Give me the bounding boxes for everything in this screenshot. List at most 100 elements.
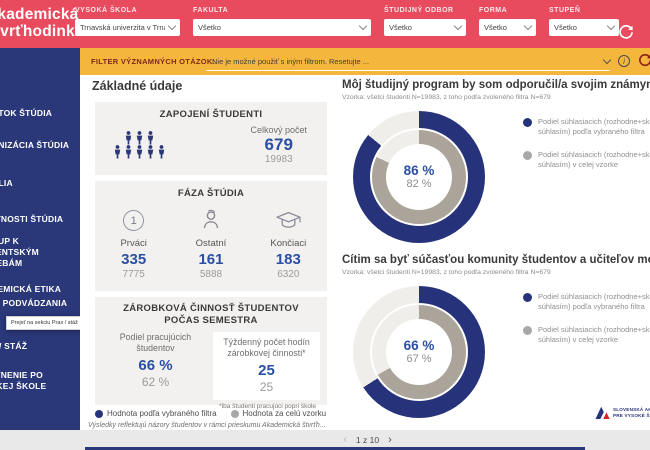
sidebar-item-ucitelia[interactable]: UČITELIA bbox=[0, 178, 13, 188]
sidebar-item-prax[interactable]: PRAX / STÁŽ bbox=[0, 341, 28, 351]
weekly-hours-filtered: 25 bbox=[258, 362, 275, 379]
graduation-cap-icon bbox=[276, 211, 301, 228]
filtered-count-value: 679 bbox=[264, 135, 293, 154]
question-filter-select[interactable]: Nie je možné použiť s iným filtrom. Rese… bbox=[206, 53, 612, 71]
working-share-block: Podiel pracujúcich študentov 66 % 62 % bbox=[100, 332, 211, 410]
question-filter-label: FILTER VÝZNAMNÝCH OTÁZOK: bbox=[91, 57, 216, 66]
legend-dot-filtered bbox=[95, 409, 103, 418]
info-icon[interactable]: i bbox=[618, 55, 630, 67]
person-icon bbox=[203, 209, 219, 229]
chevron-down-icon bbox=[453, 21, 463, 31]
donut-chart-community[interactable]: 66 % 67 % bbox=[353, 286, 485, 418]
section-title: Základné údaje bbox=[92, 79, 183, 93]
form-select[interactable]: Všetko bbox=[479, 19, 536, 36]
saavs-logo: SLOVENSKÁ AKREDITAČNÁ AGENTÚRA PRE VYSOK… bbox=[595, 406, 650, 419]
chevron-down-icon bbox=[523, 21, 533, 31]
filter-label: STUPEŇ bbox=[549, 7, 581, 14]
next-page-button[interactable]: › bbox=[388, 433, 392, 446]
chart1-title: Môj študijný program by som odporučil/a … bbox=[342, 79, 650, 91]
sidebar-item-uplatnenie[interactable]: UPLATNENIE PO VYSOKEJ ŠKOLE bbox=[0, 370, 47, 391]
undo-icon bbox=[619, 24, 633, 39]
report-canvas: Základné údaje ZAPOJENÍ ŠTUDENTI bbox=[80, 75, 650, 430]
filter-group-vysoka-skola: VYSOKÁ ŠKOLA Trnavská univerzita v Trnav… bbox=[75, 7, 180, 36]
question-reset-button[interactable] bbox=[637, 53, 650, 70]
donut-chart-recommend[interactable]: 86 % 82 % bbox=[353, 111, 485, 243]
filter-group-fakulta: FAKULTA Všetko bbox=[193, 7, 371, 36]
filter-group-forma: FORMA Všetko bbox=[479, 7, 536, 36]
legend-dot-overall bbox=[230, 409, 239, 418]
filter-label: FORMA bbox=[479, 7, 508, 14]
report-edge-bar bbox=[85, 447, 585, 450]
filter-label: VYSOKÁ ŠKOLA bbox=[75, 7, 138, 14]
filter-group-stupen: STUPEŇ Všetko bbox=[549, 7, 619, 36]
legend-dot-overall bbox=[523, 151, 532, 160]
phase-filtered-value: 161 bbox=[198, 251, 224, 268]
chevron-down-icon bbox=[606, 21, 616, 31]
donut-center-labels: 66 % 67 % bbox=[386, 319, 452, 385]
participants-card-title: ZAPOJENÍ ŠTUDENTI bbox=[159, 109, 263, 120]
phase-filtered-value: 335 bbox=[121, 251, 147, 268]
filter-label: ŠTUDIJNÝ ODBOR bbox=[384, 7, 454, 14]
donut-center-labels: 86 % 82 % bbox=[386, 144, 452, 210]
phase-overall-value: 6320 bbox=[277, 269, 300, 280]
participants-card: ZAPOJENÍ ŠTUDENTI bbox=[95, 102, 327, 175]
chart1-legend: Podiel súhlasiacich (rozhodne+skôr súhla… bbox=[523, 117, 650, 183]
sidebar-item-organizacia[interactable]: ORGANIZÁCIA ŠTÚDIA bbox=[0, 140, 70, 150]
value-legend: Hodnota podľa vybraného filtra Hodnota z… bbox=[95, 409, 326, 418]
phase-filtered-value: 183 bbox=[275, 251, 301, 268]
phase-others: Ostatní 161 5888 bbox=[172, 206, 249, 280]
question-filter-bar: FILTER VÝZNAMNÝCH OTÁZOK: Nie je možné p… bbox=[80, 48, 650, 75]
paid-work-card: ZÁROBKOVÁ ČINNOSŤ ŠTUDENTOV POČAS SEMEST… bbox=[95, 297, 327, 410]
logo-line2: štvrťhodinka bbox=[0, 23, 84, 40]
number-one-circle-icon: 1 bbox=[123, 209, 145, 231]
degree-select[interactable]: Všetko bbox=[549, 19, 619, 36]
chart1-subtitle: Vzorka: všetci študenti N=19983, z toho … bbox=[342, 94, 551, 101]
sidebar-item-etika[interactable]: AKADEMICKÁ ETIKA bbox=[0, 284, 62, 294]
paid-work-card-title: ZÁROBKOVÁ ČINNOSŤ ŠTUDENTOV POČAS SEMEST… bbox=[123, 303, 299, 326]
legend-dot-filtered bbox=[523, 293, 532, 302]
chevron-down-icon bbox=[358, 21, 368, 31]
sidebar-item-podvadzanie[interactable]: MIERA PODVÁDZANIA bbox=[0, 298, 68, 308]
school-select[interactable]: Trnavská univerzita v Trnave bbox=[75, 19, 180, 36]
weekly-hours-overall: 25 bbox=[259, 380, 274, 394]
legend-dot-overall bbox=[523, 326, 532, 335]
study-field-select[interactable]: Všetko bbox=[384, 19, 466, 36]
sidebar-item-pristup[interactable]: PRÍSTUP K ŠTUDENTSKÝM POTREBÁM bbox=[0, 236, 39, 268]
filter-label: FAKULTA bbox=[193, 7, 229, 14]
phase-first-years: 1 Prváci 335 7775 bbox=[95, 206, 172, 280]
working-share-overall: 62 % bbox=[141, 375, 170, 389]
sidebar-item-zaciatok[interactable]: ZAČIATOK ŠTÚDIA bbox=[0, 108, 53, 118]
reset-filters-button[interactable] bbox=[616, 24, 636, 44]
previous-page-button[interactable]: ‹ bbox=[343, 433, 347, 446]
chart2-title: Cítim sa byť súčasťou komunity študentov… bbox=[342, 254, 650, 266]
people-pictogram-icon bbox=[113, 131, 166, 159]
top-header: Akademická štvrťhodinka VYSOKÁ ŠKOLA Trn… bbox=[0, 0, 650, 48]
study-phase-card-title: FÁZA ŠTÚDIA bbox=[177, 188, 245, 199]
chevron-down-icon bbox=[167, 21, 177, 31]
saavs-logo-icon bbox=[595, 406, 610, 419]
section-nav-sidebar: ÚVOD ZAČIATOK ŠTÚDIA ORGANIZÁCIA ŠTÚDIA … bbox=[0, 48, 80, 430]
page-navigation-bar: ‹ 1 z 10 › bbox=[0, 430, 650, 450]
working-share-filtered: 66 % bbox=[138, 357, 173, 374]
weekly-hours-block: Týždenný počet hodín zárobkovej činnosti*… bbox=[211, 332, 322, 410]
legend-dot-filtered bbox=[523, 118, 532, 127]
chart2-legend: Podiel súhlasiacich (rozhodne+skôr súhla… bbox=[523, 292, 650, 358]
chevron-down-icon bbox=[602, 55, 612, 65]
sidebar-item-uvod[interactable]: ÚVOD bbox=[0, 68, 78, 79]
header-filters: VYSOKÁ ŠKOLA Trnavská univerzita v Trnav… bbox=[75, 7, 619, 36]
work-footnote: *iba študenti pracujúci popri škole bbox=[219, 403, 316, 410]
filter-group-odbor: ŠTUDIJNÝ ODBOR Všetko bbox=[384, 7, 466, 36]
report-footnote: Výsledky reflektujú názory študentov v r… bbox=[88, 422, 326, 429]
study-phase-card: FÁZA ŠTÚDIA 1 Prváci 335 7775 Ostatní 16… bbox=[95, 181, 327, 291]
page-indicator: 1 z 10 bbox=[355, 435, 380, 445]
phase-overall-value: 7775 bbox=[122, 269, 145, 280]
nav-tooltip: Prejsť na sekciu Prax / stáž bbox=[6, 316, 80, 330]
overall-count-value: 19983 bbox=[264, 154, 293, 165]
faculty-select[interactable]: Všetko bbox=[193, 19, 371, 36]
undo-icon bbox=[639, 53, 650, 67]
sidebar-item-vlastnosti[interactable]: VLASTNOSTI ŠTÚDIA bbox=[0, 214, 64, 224]
chart2-subtitle: Vzorka: všetci študenti N=19983, z toho … bbox=[342, 269, 551, 276]
logo-line1: Akademická bbox=[0, 6, 79, 23]
phase-finishing: Končiaci 183 6320 bbox=[250, 206, 327, 280]
